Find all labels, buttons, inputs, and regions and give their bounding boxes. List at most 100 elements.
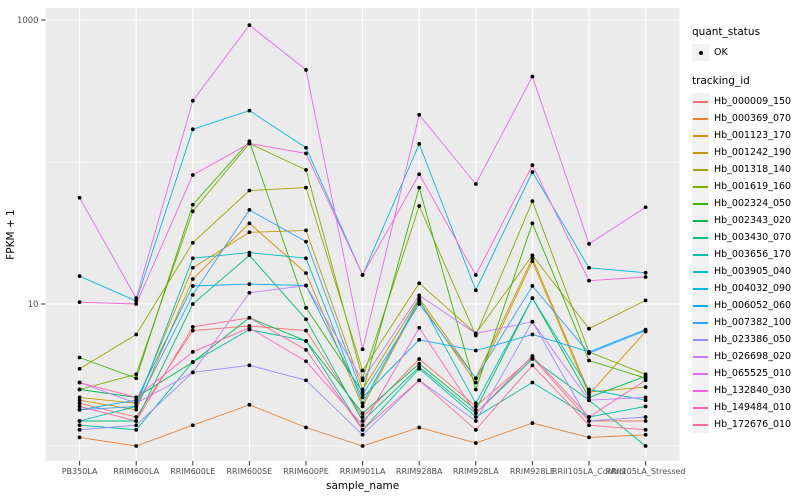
line-swatch-icon bbox=[692, 365, 709, 382]
legend-tracking-id-title: tracking_id bbox=[692, 75, 750, 87]
data-point bbox=[473, 419, 478, 423]
data-point bbox=[530, 380, 535, 385]
data-point bbox=[530, 332, 535, 337]
data-point bbox=[304, 305, 308, 310]
data-point bbox=[77, 401, 82, 406]
data-point bbox=[247, 282, 252, 287]
data-point bbox=[530, 163, 535, 168]
legend-line-swatch bbox=[693, 372, 708, 375]
data-point bbox=[473, 387, 478, 392]
legend-item-label: Hb_006052_060 bbox=[714, 300, 792, 311]
line-swatch-icon bbox=[692, 399, 709, 416]
legend-item-label: Hb_172676_010 bbox=[714, 419, 792, 430]
data-point bbox=[643, 385, 648, 389]
line-swatch-icon bbox=[692, 195, 709, 212]
data-point bbox=[417, 366, 422, 371]
data-point bbox=[360, 368, 365, 373]
data-point bbox=[643, 378, 648, 383]
data-point bbox=[530, 74, 535, 79]
data-point bbox=[473, 348, 478, 353]
data-point bbox=[77, 435, 82, 440]
legend-item-label: Hb_000369_070 bbox=[714, 113, 792, 124]
data-point bbox=[530, 319, 535, 324]
legend-line-swatch bbox=[693, 270, 708, 273]
data-point bbox=[77, 380, 82, 385]
legend-tracking-id: tracking_id Hb_000009_150 Hb_000369_070 Hb… bbox=[692, 75, 798, 433]
data-point bbox=[304, 425, 308, 430]
data-point bbox=[360, 432, 365, 437]
data-point bbox=[417, 337, 422, 342]
legend-item-Hb_001242_190: Hb_001242_190 bbox=[692, 144, 798, 161]
data-point bbox=[77, 355, 82, 360]
data-point bbox=[134, 415, 139, 419]
data-point bbox=[190, 349, 195, 354]
data-point bbox=[190, 173, 195, 177]
x-tick-label: RRIM928LE bbox=[510, 467, 555, 476]
data-point bbox=[473, 404, 478, 409]
data-point bbox=[304, 328, 308, 333]
data-point bbox=[643, 444, 648, 448]
line-swatch-icon bbox=[692, 110, 709, 127]
data-point bbox=[360, 401, 365, 406]
legend-item-Hb_172676_010: Hb_172676_010 bbox=[692, 416, 798, 433]
data-point bbox=[530, 357, 535, 361]
data-point bbox=[417, 112, 422, 117]
data-point bbox=[530, 284, 535, 288]
data-point bbox=[360, 390, 365, 394]
data-point bbox=[77, 300, 82, 305]
legend-quant-status: quant_status OK bbox=[692, 26, 798, 61]
legend-item-label: Hb_149484_010 bbox=[714, 402, 792, 413]
data-point bbox=[360, 378, 365, 383]
line-swatch-icon bbox=[692, 246, 709, 263]
legend-item-Hb_001318_140: Hb_001318_140 bbox=[692, 161, 798, 178]
data-point bbox=[643, 415, 648, 419]
data-point bbox=[473, 376, 478, 381]
data-point bbox=[473, 407, 478, 412]
data-point bbox=[247, 108, 252, 113]
legend-item-label: Hb_023386_050 bbox=[714, 334, 792, 345]
legend-line-swatch bbox=[693, 355, 708, 358]
data-point bbox=[304, 271, 308, 276]
data-point bbox=[190, 360, 195, 364]
x-tick-label: RRII105LA_Control bbox=[552, 467, 626, 476]
data-point bbox=[304, 239, 308, 244]
legend-item-label: Hb_001619_160 bbox=[714, 181, 792, 192]
data-point bbox=[417, 425, 422, 430]
legend-item-Hb_006052_060: Hb_006052_060 bbox=[692, 297, 798, 314]
x-axis-title: sample_name bbox=[326, 480, 399, 492]
data-point bbox=[587, 278, 591, 283]
legend-item-Hb_004032_090: Hb_004032_090 bbox=[692, 280, 798, 297]
data-point bbox=[77, 195, 82, 200]
data-point bbox=[247, 290, 252, 295]
data-point bbox=[530, 170, 535, 174]
data-point bbox=[587, 265, 591, 270]
legend-item-label: Hb_001123_170 bbox=[714, 130, 792, 141]
data-point bbox=[643, 427, 648, 432]
data-point bbox=[190, 423, 195, 428]
data-point bbox=[304, 283, 308, 288]
legend-line-swatch bbox=[693, 219, 708, 222]
data-point bbox=[587, 395, 591, 400]
legend-item-label: Hb_004032_090 bbox=[714, 283, 792, 294]
legend-item-Hb_149484_010: Hb_149484_010 bbox=[692, 399, 798, 416]
x-tick-label: RRIM600LE bbox=[170, 467, 215, 476]
line-swatch-icon bbox=[692, 178, 709, 195]
data-point bbox=[304, 185, 308, 190]
x-tick-label: RRIM901LA bbox=[340, 467, 386, 476]
data-point bbox=[134, 423, 139, 428]
data-point bbox=[360, 404, 365, 409]
data-point bbox=[304, 338, 308, 343]
data-point bbox=[304, 378, 308, 383]
data-point bbox=[587, 435, 591, 440]
data-point bbox=[473, 380, 478, 385]
legend-item-Hb_001123_170: Hb_001123_170 bbox=[692, 127, 798, 144]
data-point bbox=[417, 297, 422, 302]
x-tick-label: RRII105LA_Stressed bbox=[606, 467, 686, 476]
legend-quant-status-title: quant_status bbox=[692, 26, 761, 38]
x-tick-label: RRIM928LA bbox=[453, 467, 499, 476]
legend-item-label: Hb_065525_010 bbox=[714, 368, 792, 379]
data-point bbox=[190, 265, 195, 270]
legend-line-swatch bbox=[693, 321, 708, 324]
data-point bbox=[190, 328, 195, 333]
data-point bbox=[473, 331, 478, 336]
